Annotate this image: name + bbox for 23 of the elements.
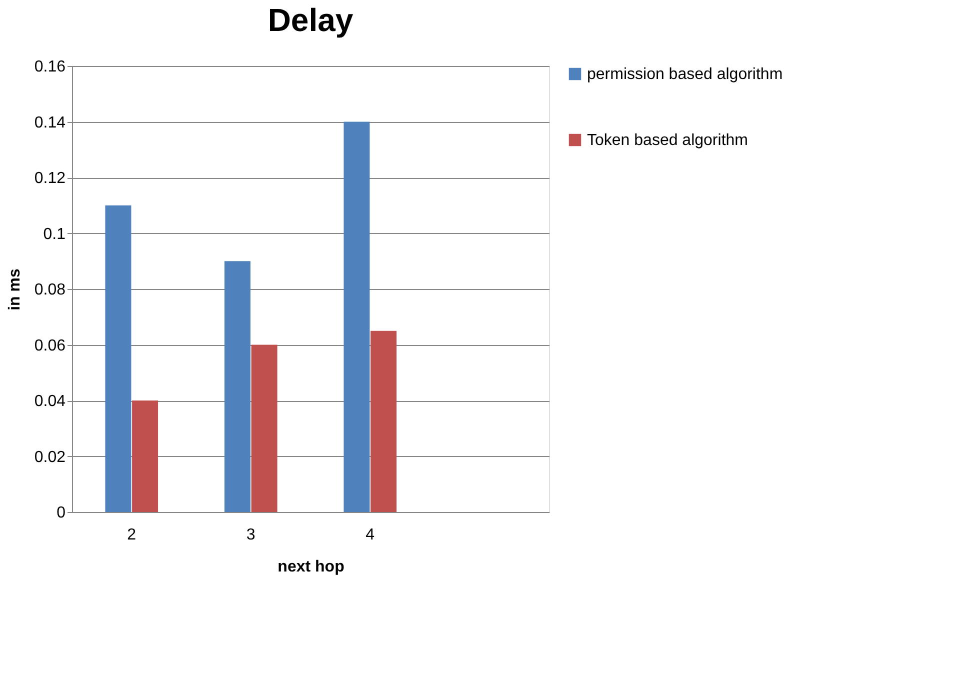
bar [251, 344, 278, 512]
bar [224, 261, 250, 512]
bar [105, 205, 132, 512]
x-tick-label: 4 [366, 526, 375, 544]
x-axis-title: next hop [278, 558, 345, 576]
y-tick-label: 0.14 [34, 114, 66, 132]
x-tick-label: 3 [246, 526, 256, 544]
y-tick-label: 0.02 [34, 448, 66, 466]
legend-label: Token based algorithm [587, 132, 748, 149]
bar [132, 400, 158, 512]
bar [370, 330, 397, 512]
y-axis-title: in ms [6, 268, 24, 310]
bar [344, 122, 370, 512]
y-tick-label: 0.1 [43, 226, 66, 243]
x-tick-label: 2 [127, 526, 136, 544]
y-tick-label: 0.08 [34, 282, 66, 298]
y-tick-label: 0.16 [34, 58, 66, 76]
legend-label: permission based algorithm [587, 66, 783, 83]
y-tick-label: 0 [56, 504, 66, 522]
y-tick-label: 0.06 [34, 337, 66, 354]
y-tick-label: 0.12 [34, 170, 66, 187]
y-tick-label: 0.04 [34, 393, 66, 410]
chart-title: Delay [268, 2, 354, 38]
